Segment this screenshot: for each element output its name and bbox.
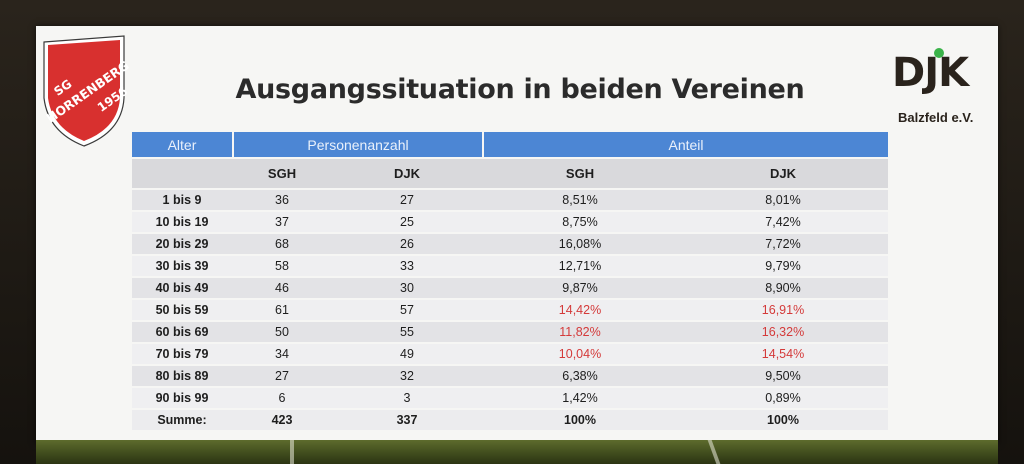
share-sgh-cell: 14,42%	[482, 300, 678, 320]
age-cell: 80 bis 89	[132, 366, 232, 386]
age-cell: 70 bis 79	[132, 344, 232, 364]
table-row: 70 bis 79 34 49 10,04% 14,54%	[132, 344, 888, 364]
count-djk-cell: 32	[332, 366, 482, 386]
sum-count-djk-cell: 337	[332, 410, 482, 430]
count-sgh-cell: 46	[232, 278, 332, 298]
table-row: 1 bis 9 36 27 8,51% 8,01%	[132, 190, 888, 210]
share-sgh-cell: 12,71%	[482, 256, 678, 276]
subheader-share-sgh: SGH	[482, 159, 678, 188]
count-sgh-cell: 50	[232, 322, 332, 342]
count-djk-cell: 25	[332, 212, 482, 232]
share-djk-cell: 7,42%	[678, 212, 888, 232]
subheader-share-djk: DJK	[678, 159, 888, 188]
pitch-line	[290, 440, 294, 464]
djk-dot-icon	[934, 48, 944, 58]
share-djk-cell: 9,79%	[678, 256, 888, 276]
count-sgh-cell: 37	[232, 212, 332, 232]
share-sgh-cell: 9,87%	[482, 278, 678, 298]
sum-share-djk-cell: 100%	[678, 410, 888, 430]
sum-row: Summe: 423 337 100% 100%	[132, 410, 888, 430]
header-count: Personenanzahl	[232, 132, 482, 157]
table-row: 90 bis 99 6 3 1,42% 0,89%	[132, 388, 888, 408]
table-row: 50 bis 59 61 57 14,42% 16,91%	[132, 300, 888, 320]
share-djk-cell: 14,54%	[678, 344, 888, 364]
count-djk-cell: 55	[332, 322, 482, 342]
share-djk-cell: 7,72%	[678, 234, 888, 254]
share-djk-cell: 0,89%	[678, 388, 888, 408]
table-row: 10 bis 19 37 25 8,75% 7,42%	[132, 212, 888, 232]
sum-share-sgh-cell: 100%	[482, 410, 678, 430]
subheader-count-sgh: SGH	[232, 159, 332, 188]
age-cell: 50 bis 59	[132, 300, 232, 320]
count-sgh-cell: 27	[232, 366, 332, 386]
table-row: 60 bis 69 50 55 11,82% 16,32%	[132, 322, 888, 342]
count-sgh-cell: 36	[232, 190, 332, 210]
age-cell: 40 bis 49	[132, 278, 232, 298]
count-djk-cell: 57	[332, 300, 482, 320]
djk-logo-word: DJK	[892, 50, 969, 96]
count-djk-cell: 3	[332, 388, 482, 408]
share-sgh-cell: 11,82%	[482, 322, 678, 342]
share-sgh-cell: 16,08%	[482, 234, 678, 254]
subheader-count-djk: DJK	[332, 159, 482, 188]
count-sgh-cell: 6	[232, 388, 332, 408]
share-sgh-cell: 8,75%	[482, 212, 678, 232]
share-sgh-cell: 6,38%	[482, 366, 678, 386]
sum-count-sgh-cell: 423	[232, 410, 332, 430]
sum-age-cell: Summe:	[132, 410, 232, 430]
share-djk-cell: 16,91%	[678, 300, 888, 320]
age-cell: 20 bis 29	[132, 234, 232, 254]
subheader-empty	[132, 159, 232, 188]
table-subheader-row: SGH DJK SGH DJK	[132, 159, 888, 188]
table-body: 1 bis 9 36 27 8,51% 8,01% 10 bis 19 37 25 8,75% 7…	[132, 190, 888, 430]
share-sgh-cell: 10,04%	[482, 344, 678, 364]
table-row: 30 bis 39 58 33 12,71% 9,79%	[132, 256, 888, 276]
count-djk-cell: 27	[332, 190, 482, 210]
share-sgh-cell: 8,51%	[482, 190, 678, 210]
count-djk-cell: 33	[332, 256, 482, 276]
count-djk-cell: 26	[332, 234, 482, 254]
age-cell: 10 bis 19	[132, 212, 232, 232]
grass-background	[36, 440, 998, 464]
share-djk-cell: 8,01%	[678, 190, 888, 210]
share-djk-cell: 16,32%	[678, 322, 888, 342]
count-sgh-cell: 68	[232, 234, 332, 254]
table-row: 40 bis 49 46 30 9,87% 8,90%	[132, 278, 888, 298]
age-distribution-table: Alter Personenanzahl Anteil SGH DJK SGH …	[132, 130, 888, 432]
table-row: 20 bis 29 68 26 16,08% 7,72%	[132, 234, 888, 254]
slide-title: Ausgangssituation in beiden Vereinen	[235, 74, 805, 105]
header-age: Alter	[132, 132, 232, 157]
count-djk-cell: 49	[332, 344, 482, 364]
count-sgh-cell: 58	[232, 256, 332, 276]
table-row: 80 bis 89 27 32 6,38% 9,50%	[132, 366, 888, 386]
share-djk-cell: 8,90%	[678, 278, 888, 298]
share-djk-cell: 9,50%	[678, 366, 888, 386]
count-sgh-cell: 34	[232, 344, 332, 364]
sg-horrenberg-logo: SG HORRENBERG 1956	[43, 35, 130, 147]
count-sgh-cell: 61	[232, 300, 332, 320]
header-share: Anteil	[482, 132, 888, 157]
age-cell: 1 bis 9	[132, 190, 232, 210]
count-djk-cell: 30	[332, 278, 482, 298]
table-header-row: Alter Personenanzahl Anteil	[132, 132, 888, 157]
age-cell: 30 bis 39	[132, 256, 232, 276]
age-cell: 60 bis 69	[132, 322, 232, 342]
share-sgh-cell: 1,42%	[482, 388, 678, 408]
djk-logo-subtitle: Balzfeld e.V.	[898, 110, 974, 125]
djk-balzfeld-logo: DJK Balzfeld e.V.	[888, 48, 996, 130]
age-cell: 90 bis 99	[132, 388, 232, 408]
